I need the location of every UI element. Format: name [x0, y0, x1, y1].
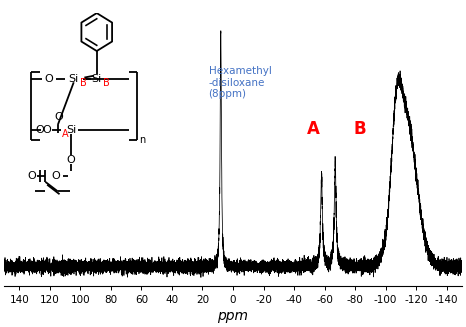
Text: Si: Si [66, 125, 76, 135]
Text: O: O [52, 171, 61, 181]
Text: O: O [45, 74, 53, 83]
Text: Si: Si [92, 74, 102, 83]
Text: n: n [139, 135, 145, 145]
X-axis label: ppm: ppm [218, 309, 248, 323]
Text: B: B [103, 78, 110, 88]
Text: B: B [353, 120, 366, 138]
Text: B: B [80, 78, 87, 88]
Text: Si: Si [69, 74, 79, 83]
Text: O: O [42, 125, 51, 135]
Text: O: O [36, 125, 44, 135]
Text: A: A [308, 120, 320, 138]
Text: Hexamethyl
-disiloxane
(8ppm): Hexamethyl -disiloxane (8ppm) [209, 66, 272, 99]
Text: O: O [28, 171, 36, 181]
Text: O: O [67, 155, 75, 165]
Text: O: O [55, 112, 63, 122]
Text: A: A [62, 129, 68, 139]
